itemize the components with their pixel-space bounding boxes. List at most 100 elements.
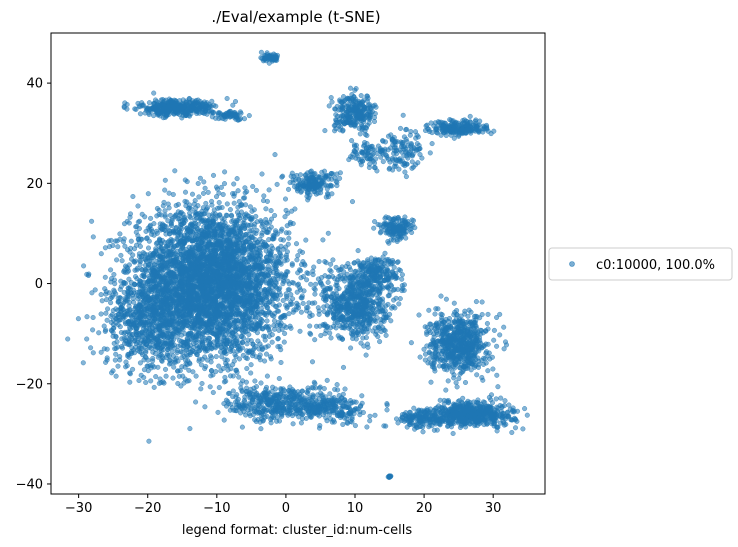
scatter-point (277, 322, 283, 328)
scatter-point (173, 302, 179, 308)
scatter-point (295, 302, 301, 308)
scatter-point (104, 346, 110, 352)
scatter-point (283, 252, 289, 258)
scatter-point (123, 294, 129, 301)
scatter-point (117, 324, 123, 330)
scatter-point (229, 260, 235, 266)
scatter-point (264, 373, 270, 379)
scatter-point (182, 311, 188, 317)
scatter-point (188, 337, 194, 343)
scatter-point (208, 368, 215, 374)
scatter-point (141, 374, 147, 381)
scatter-point (128, 290, 134, 296)
scatter-point (241, 277, 247, 283)
scatter-point (275, 336, 281, 342)
scatter-point (243, 239, 249, 245)
scatter-point (89, 218, 95, 224)
scatter-point (187, 426, 193, 432)
scatter-point (177, 210, 184, 216)
scatter-point (231, 273, 237, 279)
scatter-point (117, 357, 123, 363)
scatter-point (248, 370, 254, 376)
scatter-point (147, 258, 153, 264)
scatter-point (234, 217, 240, 223)
scatter-point (140, 311, 146, 318)
scatter-point (184, 179, 190, 185)
scatter-point (98, 311, 104, 317)
scatter-point (188, 262, 194, 268)
scatter-point (162, 187, 168, 193)
scatter-point (199, 310, 206, 316)
scatter-point (283, 293, 290, 300)
scatter-point (210, 172, 217, 178)
scatter-point (210, 321, 216, 327)
scatter-point (192, 325, 198, 331)
scatter-point (263, 216, 269, 223)
scatter-point (203, 363, 209, 370)
scatter-point (310, 272, 316, 278)
scatter-point (227, 341, 233, 347)
scatter-point (218, 275, 224, 282)
scatter-point (137, 321, 143, 327)
scatter-point (159, 268, 165, 274)
scatter-point (278, 359, 284, 366)
scatter-point (166, 227, 172, 233)
scatter-point (144, 235, 150, 241)
scatter-point (234, 209, 241, 215)
scatter-point (250, 183, 256, 190)
scatter-point (236, 356, 243, 362)
scatter-point (149, 266, 155, 272)
scatter-point (200, 190, 207, 196)
scatter-point (168, 337, 174, 343)
scatter-point (157, 353, 163, 359)
scatter-point (211, 257, 217, 263)
scatter-point (171, 342, 177, 348)
scatter-point (98, 292, 104, 298)
scatter-point (234, 307, 240, 313)
scatter-point (235, 188, 241, 194)
scatter-point (311, 264, 317, 270)
scatter-point (103, 310, 109, 316)
scatter-point (221, 222, 227, 228)
scatter-point (238, 318, 244, 324)
scatter-point (177, 260, 183, 266)
scatter-point (298, 309, 304, 315)
scatter-point (290, 296, 296, 302)
scatter-point (182, 198, 188, 204)
scatter-point (304, 277, 310, 283)
scatter-point (307, 323, 313, 329)
scatter-point (221, 347, 227, 353)
scatter-point (297, 248, 303, 254)
scatter-point (240, 256, 246, 262)
scatter-point (223, 378, 229, 384)
scatter-point (223, 279, 229, 285)
scatter-point (131, 322, 137, 328)
scatter-point (119, 344, 125, 350)
scatter-point (169, 349, 175, 355)
scatter-point (147, 322, 153, 328)
scatter-point (132, 317, 138, 323)
scatter-point (108, 300, 114, 306)
scatter-point (118, 252, 124, 258)
scatter-point (195, 345, 201, 351)
scatter-point (304, 270, 310, 276)
scatter-point (177, 296, 183, 302)
scatter-point (188, 349, 194, 355)
scatter-point (231, 200, 237, 206)
scatter-point (313, 323, 320, 329)
scatter-point (227, 207, 233, 213)
scatter-point (250, 302, 256, 308)
scatter-point (193, 373, 199, 379)
scatter-point (266, 333, 272, 339)
scatter-point (113, 320, 119, 326)
scatter-point (268, 255, 275, 261)
scatter-point (134, 326, 140, 332)
scatter-point (102, 328, 108, 334)
scatter-point (272, 152, 278, 158)
scatter-point (213, 184, 220, 190)
scatter-point (148, 378, 154, 384)
scatter-point (211, 228, 217, 234)
scatter-point (284, 223, 290, 229)
scatter-point (268, 216, 275, 222)
scatter-point (242, 195, 248, 201)
